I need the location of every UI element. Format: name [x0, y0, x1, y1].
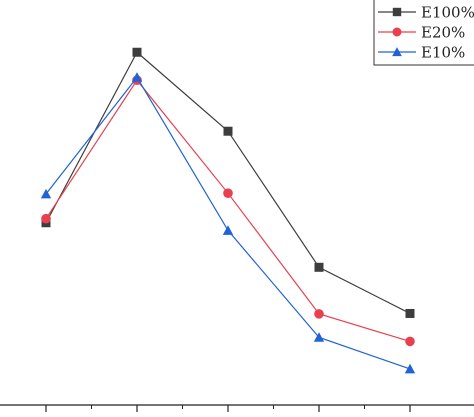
legend-marker-E10% — [392, 47, 402, 57]
data-point-E100%-5 — [405, 308, 415, 318]
series-E10% — [40, 72, 416, 374]
legend: E100% E20% E10% — [373, 0, 474, 66]
data-point-E20%-3 — [223, 188, 233, 198]
data-point-E100%-4 — [314, 262, 324, 272]
legend-label-E100%: E100% — [421, 4, 474, 22]
data-point-E20%-5 — [405, 336, 415, 347]
legend-label-E20%: E20% — [421, 24, 465, 42]
data-point-E100%-2 — [132, 47, 142, 57]
series-E100% — [41, 47, 415, 318]
data-point-E20%-1 — [41, 213, 51, 224]
x-axis-ticks — [45, 405, 411, 412]
series-E20% — [41, 75, 415, 347]
legend-marker-E100% — [392, 7, 402, 17]
data-point-E10%-5 — [404, 363, 416, 374]
series-layer — [40, 47, 416, 374]
legend-marker-E20% — [392, 27, 402, 37]
data-point-E10%-2 — [131, 72, 143, 82]
data-point-E100%-3 — [223, 126, 233, 136]
series-line-E100% — [45, 51, 411, 315]
data-point-E10%-3 — [222, 225, 234, 235]
data-point-E10%-4 — [313, 332, 325, 342]
data-point-E20%-4 — [314, 309, 324, 319]
data-point-E10%-1 — [40, 188, 52, 199]
legend-label-E10%: E10% — [421, 44, 465, 62]
